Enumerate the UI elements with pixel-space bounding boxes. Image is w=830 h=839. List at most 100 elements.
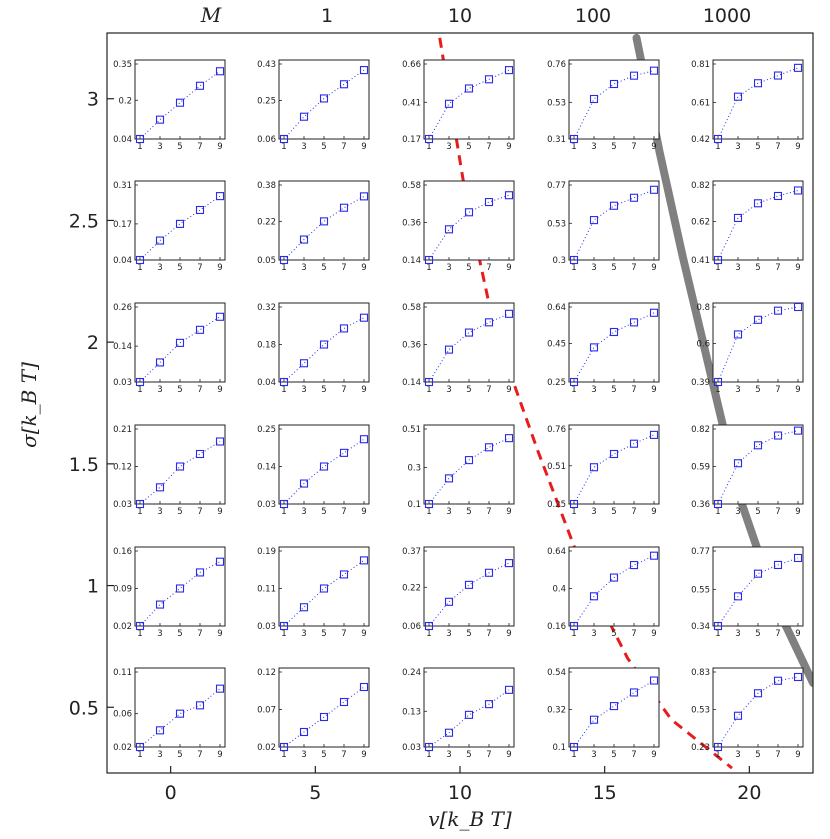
inset-data-point [299, 112, 309, 121]
inset-data-point [444, 225, 454, 234]
inset-data-point [589, 592, 599, 601]
inset-y-tick-label: 0.31 [547, 135, 566, 145]
inset-data-point [504, 559, 514, 568]
inset-series-line [428, 437, 510, 505]
inset-data-point [279, 742, 289, 752]
inset-x-tick-label: 7 [197, 750, 202, 760]
inset-frame [712, 59, 804, 140]
inset-x-tick-label: 9 [361, 385, 366, 395]
inset-y-tick-label: 0.35 [113, 60, 132, 70]
inset-data-point [424, 742, 434, 752]
inset-data-point [135, 499, 145, 509]
inset-y-tick-label: 0.81 [691, 60, 710, 70]
inset-x-tick-label: 3 [446, 142, 451, 152]
inset-x-tick-label: 1 [715, 750, 720, 760]
inset-y-tick-label: 0.03 [257, 500, 276, 510]
inset-y-tick-label: 0.53 [547, 98, 566, 108]
inset-x-tick-label: 7 [341, 142, 346, 152]
inset-y-tick-label: 0.64 [547, 303, 566, 313]
y-tick-label: 3 [87, 89, 99, 111]
inset-y-tick-label: 0.02 [257, 743, 276, 753]
x-tick-label: 20 [737, 782, 761, 804]
inset-y-tick-label: 0.43 [257, 60, 276, 70]
inset-data-point [733, 459, 743, 468]
inset-y-tick-label: 0.25 [257, 425, 276, 435]
inset-data-point [569, 134, 579, 144]
inset-y-tick-label: 0.55 [691, 585, 710, 595]
inset-frame [278, 180, 370, 261]
inset-x-tick-label: 7 [341, 750, 346, 760]
inset-data-point [279, 377, 289, 387]
inset-y-tick-label: 0.66 [402, 60, 421, 70]
inset-y-tick-label: 0.21 [113, 425, 132, 435]
inset-data-point [175, 462, 185, 471]
inset-x-tick-label: 3 [301, 142, 306, 152]
inset-data-point [135, 377, 145, 387]
inset-x-tick-label: 7 [631, 263, 636, 273]
inset-x-tick-label: 9 [651, 385, 656, 395]
inset-series-line [283, 559, 365, 627]
inset-x-tick-label: 1 [571, 142, 576, 152]
inset-plot: 0.14 0.36 0.58 1 3 5 7 9 [402, 302, 515, 395]
inset-x-tick-label: 7 [631, 142, 636, 152]
inset-y-tick-label: 0.26 [113, 303, 132, 313]
inset-y-tick-label: 0.02 [113, 622, 132, 632]
inset-data-point [589, 715, 599, 724]
inset-plot: 0.23 0.53 0.83 1 3 5 7 9 [691, 667, 804, 760]
inset-x-tick-label: 9 [217, 142, 222, 152]
inset-data-point [215, 437, 225, 446]
red-dashed-curve [438, 37, 733, 770]
inset-y-tick-label: 0.51 [547, 462, 566, 472]
inset-x-tick-label: 1 [426, 263, 431, 273]
inset-data-point [649, 308, 659, 317]
inset-y-tick-label: 0.25 [257, 96, 276, 106]
inset-y-tick-label: 0.25 [547, 500, 566, 510]
inset-data-point [195, 205, 205, 215]
inset-frame [712, 667, 804, 748]
inset-x-tick-label: 1 [281, 142, 286, 152]
inset-x-tick-label: 5 [611, 629, 616, 639]
inset-frame [134, 667, 226, 748]
inset-frame [568, 424, 660, 505]
inset-data-point [279, 134, 289, 144]
inset-x-tick-label: 7 [341, 507, 346, 517]
inset-y-tick-label: 0.22 [257, 217, 276, 227]
inset-data-point [773, 191, 783, 201]
inset-data-point [424, 377, 434, 387]
inset-x-tick-label: 1 [137, 142, 142, 152]
inset-data-point [299, 479, 309, 488]
inset-data-point [773, 71, 783, 80]
inset-y-tick-label: 0.34 [691, 622, 710, 632]
inset-data-point [484, 443, 494, 452]
inset-x-tick-label: 9 [361, 629, 366, 639]
inset-frame [278, 667, 370, 748]
inset-data-point [793, 186, 803, 195]
inset-x-tick-label: 5 [321, 629, 326, 639]
inset-data-point [569, 742, 579, 752]
inset-x-tick-label: 7 [197, 629, 202, 639]
inset-x-tick-label: 9 [651, 507, 656, 517]
inset-x-tick-label: 7 [775, 142, 780, 152]
inset-data-point [629, 688, 639, 697]
inset-y-tick-label: 0.4 [552, 585, 566, 595]
x-tick-label: 10 [448, 782, 472, 804]
inset-x-tick-label: 7 [631, 385, 636, 395]
inset-x-tick-label: 3 [735, 750, 740, 760]
inset-data-point [155, 115, 165, 124]
inset-data-point [424, 255, 434, 265]
inset-series-line [573, 555, 655, 627]
inset-x-tick-label: 5 [466, 507, 471, 517]
inset-data-point [299, 235, 309, 244]
inset-x-tick-label: 1 [571, 750, 576, 760]
inset-data-point [195, 701, 205, 710]
inset-frame [423, 667, 515, 748]
inset-x-tick-label: 7 [341, 629, 346, 639]
inset-frame [712, 546, 804, 627]
inset-x-tick-label: 3 [157, 750, 162, 760]
inset-y-tick-label: 0.32 [547, 706, 566, 716]
y-tick-label: 0.5 [69, 697, 99, 719]
inset-x-tick-label: 1 [137, 385, 142, 395]
inset-x-tick-label: 7 [486, 385, 491, 395]
inset-x-tick-label: 3 [735, 142, 740, 152]
inset-y-tick-label: 0.51 [402, 425, 421, 435]
